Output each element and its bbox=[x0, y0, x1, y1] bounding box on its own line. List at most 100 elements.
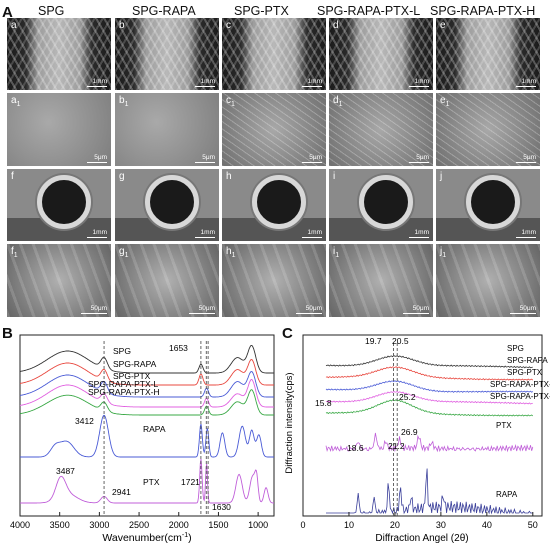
chart-b-series-line bbox=[19, 371, 274, 398]
scale-bar: 1mm bbox=[409, 78, 429, 87]
scale-bar: 50μm bbox=[510, 305, 536, 314]
panel-c-letter: C bbox=[282, 325, 293, 342]
sem-image-label: e1 bbox=[440, 95, 450, 108]
sem-image-label: i bbox=[333, 171, 336, 182]
chart-b-xlabel: Wavenumber(cm-1) bbox=[102, 532, 191, 544]
chart-b-series-label: PTX bbox=[143, 477, 160, 487]
scale-bar: 1mm bbox=[195, 229, 215, 238]
chart-c-series-label: SPG-PTX bbox=[507, 368, 543, 377]
graft-cross-section-ring bbox=[359, 175, 413, 229]
column-title-spg-rapa: SPG-RAPA bbox=[132, 4, 196, 18]
chart-c-xtick-label: 40 bbox=[482, 520, 492, 530]
ftir-spectra-chart: 4000 3500 3000 2500 2000 1500 1000 SPG SPG-RAPA… bbox=[10, 334, 275, 544]
sem-image-label: g1 bbox=[119, 246, 129, 259]
scale-bar: 5μm bbox=[195, 154, 215, 163]
chart-c-series-label: SPG-RAPA-PTX-H bbox=[490, 392, 550, 401]
sem-image-e: e 1mm bbox=[436, 18, 540, 90]
chart-c-peak-label: 19.7 bbox=[365, 336, 382, 346]
chart-b-series-line bbox=[19, 389, 274, 416]
panel-b-letter: B bbox=[2, 325, 13, 342]
chart-b-peak-label: 3412 bbox=[75, 416, 94, 426]
sem-image-label: i1 bbox=[333, 246, 340, 259]
sem-image-label: j bbox=[440, 171, 443, 182]
sem-image-label: b bbox=[119, 20, 125, 31]
sem-image-a1: a1 5μm bbox=[7, 93, 111, 166]
graft-cross-section-ring bbox=[37, 175, 91, 229]
sem-image-c1: c1 5μm bbox=[222, 93, 326, 166]
chart-c-series-label: RAPA bbox=[496, 490, 518, 499]
chart-b-xtick-label: 3500 bbox=[50, 520, 70, 530]
chart-c-peak-label: 18.6 bbox=[347, 443, 364, 453]
sem-image-d1: d1 5μm bbox=[329, 93, 433, 166]
chart-b-peak-label: 2941 bbox=[112, 487, 131, 497]
chart-b-series-line bbox=[19, 344, 274, 374]
chart-c-series-label: PTX bbox=[496, 421, 512, 430]
sem-image-label: a bbox=[11, 20, 17, 31]
sem-image-label: j1 bbox=[440, 246, 447, 259]
sem-image-label: a1 bbox=[11, 95, 21, 108]
chart-b-series-line bbox=[19, 379, 274, 408]
chart-c-xtick-label: 0 bbox=[300, 520, 305, 530]
scale-bar: 50μm bbox=[81, 305, 107, 314]
chart-c-series-label: SPG-RAPA bbox=[507, 356, 548, 365]
chart-c-series-line bbox=[325, 354, 533, 369]
chart-c-series-line bbox=[325, 432, 534, 453]
sem-image-label: d bbox=[333, 20, 339, 31]
scale-bar: 1mm bbox=[516, 78, 536, 87]
sem-image-h: h 1mm bbox=[222, 169, 326, 241]
chart-c-xlabel: Diffraction Angel (2θ) bbox=[375, 533, 468, 544]
chart-b-series-line bbox=[20, 459, 274, 504]
chart-b-series-line bbox=[20, 414, 274, 458]
scale-bar: 5μm bbox=[87, 154, 107, 163]
sem-image-i: i 1mm bbox=[329, 169, 433, 241]
sem-image-d: d 1mm bbox=[329, 18, 433, 90]
panel-a-letter: A bbox=[2, 4, 13, 21]
sem-image-g1: g1 50μm bbox=[115, 244, 219, 317]
scale-bar: 50μm bbox=[403, 305, 429, 314]
chart-b-series-line bbox=[19, 359, 274, 386]
chart-b-xtick-label: 3000 bbox=[89, 520, 109, 530]
chart-b-series-label: SPG-RAPA-PTX-H bbox=[88, 387, 160, 397]
scale-bar: 1mm bbox=[87, 78, 107, 87]
chart-b-series-label: SPG-RAPA-PTX-L bbox=[88, 379, 158, 389]
graft-cross-section-ring bbox=[145, 175, 199, 229]
chart-c-xtick-label: 10 bbox=[344, 520, 354, 530]
sem-image-j1: j1 50μm bbox=[436, 244, 540, 317]
scale-bar: 1mm bbox=[87, 229, 107, 238]
chart-b-series-label: RAPA bbox=[143, 424, 166, 434]
scale-bar: 1mm bbox=[516, 229, 536, 238]
sem-image-c: c 1mm bbox=[222, 18, 326, 90]
chart-c-series-label: SPG-RAPA-PTX-L bbox=[490, 380, 550, 389]
sem-image-a: a 1mm bbox=[7, 18, 111, 90]
column-title-spg: SPG bbox=[38, 4, 65, 18]
sem-image-h1: h1 50μm bbox=[222, 244, 326, 317]
chart-c-peak-label: 25.2 bbox=[399, 392, 416, 402]
column-title-spg-ptx: SPG-PTX bbox=[234, 4, 289, 18]
chart-b-series-label: SPG bbox=[113, 346, 131, 356]
chart-b-peak-label: 3487 bbox=[56, 466, 75, 476]
chart-b-xtick-label: 2000 bbox=[169, 520, 189, 530]
scale-bar: 1mm bbox=[195, 78, 215, 87]
chart-b-xtick-label: 2500 bbox=[129, 520, 149, 530]
scale-bar: 1mm bbox=[302, 78, 322, 87]
chart-b-xtick-label: 4000 bbox=[10, 520, 30, 530]
sem-image-g: g 1mm bbox=[115, 169, 219, 241]
sem-image-i1: i1 50μm bbox=[329, 244, 433, 317]
chart-c-xtick-label: 30 bbox=[436, 520, 446, 530]
chart-c-series-line bbox=[326, 468, 533, 515]
chart-b-peak-label: 1721 bbox=[181, 477, 200, 487]
graft-cross-section-ring bbox=[252, 175, 306, 229]
scale-bar: 5μm bbox=[516, 154, 536, 163]
sem-image-label: e bbox=[440, 20, 446, 31]
sem-image-e1: e1 5μm bbox=[436, 93, 540, 166]
sem-image-label: h1 bbox=[226, 246, 236, 259]
sem-image-j: j 1mm bbox=[436, 169, 540, 241]
chart-c-peak-label: 20.5 bbox=[392, 336, 409, 346]
chart-c-series-line bbox=[325, 399, 534, 417]
chart-c-xtick-label: 50 bbox=[528, 520, 538, 530]
graft-cross-section-ring bbox=[466, 175, 520, 229]
chart-b-series-label: SPG-PTX bbox=[113, 371, 151, 381]
sem-image-b1: b1 5μm bbox=[115, 93, 219, 166]
xrd-patterns-chart: 0 10 20 30 40 50 SPG SPG-RAPA SPG-PTX SPG-RAPA-P… bbox=[284, 334, 550, 544]
sem-image-label: f1 bbox=[11, 246, 18, 259]
